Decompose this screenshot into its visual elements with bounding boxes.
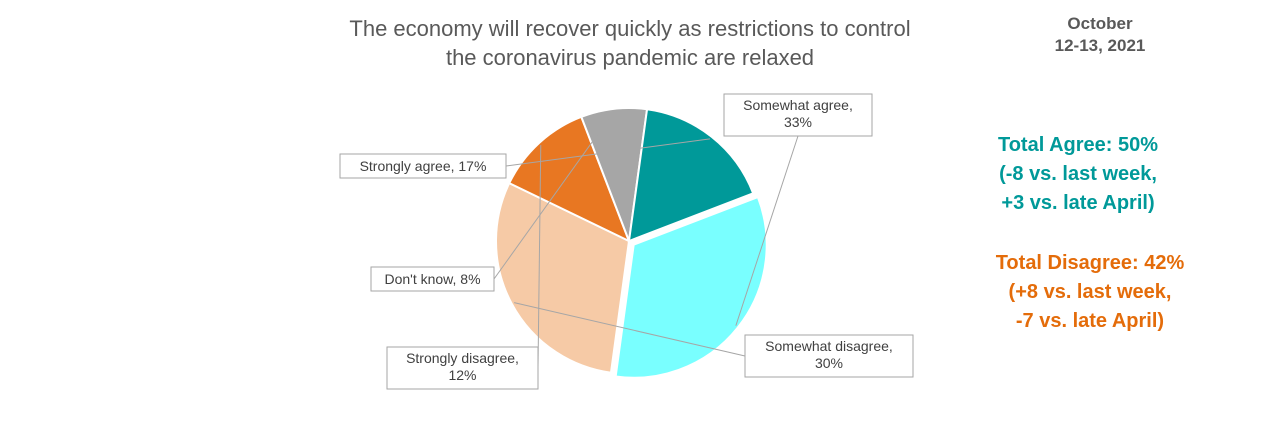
total-agree-headline: Total Agree: 50%	[997, 134, 1159, 156]
callout-leader-line	[735, 135, 799, 326]
total-agree-summary: Total Agree: 50% (-8 vs. last week, +3 v…	[948, 131, 1208, 218]
chart-title-line-1: The economy will recover quickly as rest…	[349, 16, 911, 41]
callout-leader-line	[493, 111, 615, 280]
slice-data-label: 33%	[784, 114, 812, 130]
slice-data-label: Strongly disagree,	[406, 350, 519, 366]
callout-box	[386, 346, 539, 390]
total-disagree-headline: Total Disagree: 42%	[995, 252, 1185, 274]
callout-box	[744, 334, 914, 378]
date-line-2: 12-13, 2021	[1054, 36, 1146, 55]
callout-leader-line	[505, 138, 711, 167]
callout-leader-line	[537, 145, 542, 369]
callout-box	[370, 266, 495, 292]
date-label: October 12-13, 2021	[1030, 13, 1170, 57]
total-disagree-vs-april: -7 vs. late April)	[1015, 310, 1165, 332]
slice-data-label: 30%	[815, 355, 843, 371]
slice-data-label: Strongly agree, 17%	[360, 158, 487, 174]
total-agree-vs-april: +3 vs. late April)	[1001, 192, 1155, 214]
slice-callouts: Somewhat agree,33% Somewhat disagree,30% S…	[339, 93, 914, 390]
total-disagree-vs-last-week: (+8 vs. last week,	[1008, 281, 1172, 303]
total-disagree-summary: Total Disagree: 42% (+8 vs. last week, -…	[960, 249, 1220, 336]
total-agree-vs-last-week: (-8 vs. last week,	[999, 163, 1157, 185]
pie-slice-somewhat-agree	[614, 195, 768, 379]
callout-box	[339, 153, 507, 179]
slice-data-label: 12%	[448, 367, 476, 383]
pie-slice-strongly-agree	[627, 108, 755, 243]
chart-title: The economy will recover quickly as rest…	[300, 14, 960, 72]
chart-title-line-2: the coronavirus pandemic are relaxed	[445, 45, 815, 70]
slice-data-label: Somewhat agree,	[743, 97, 853, 113]
date-line-1: October	[1067, 14, 1133, 33]
slice-data-label: Don't know, 8%	[384, 271, 480, 287]
slice-data-label: Somewhat disagree,	[765, 338, 893, 354]
pie-slice-strongly-disagree	[507, 115, 631, 243]
pie-slices	[495, 107, 768, 379]
callout-box	[723, 93, 873, 137]
callout-leader-line	[514, 302, 746, 357]
